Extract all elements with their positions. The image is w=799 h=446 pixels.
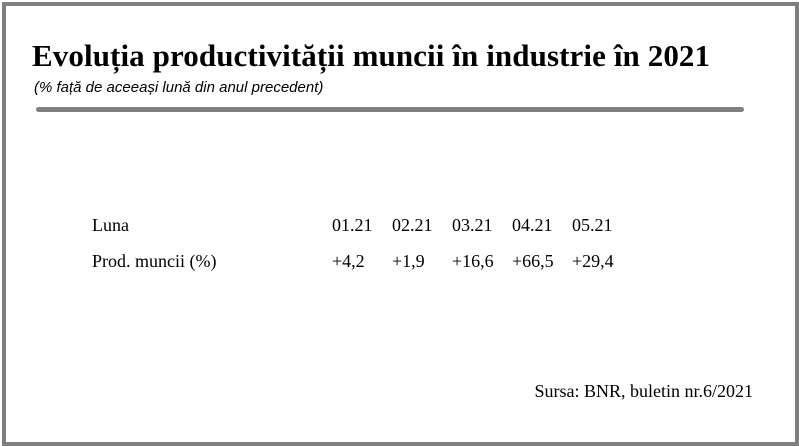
title-divider bbox=[36, 107, 744, 112]
document-title: Evoluția productivității muncii în indus… bbox=[32, 38, 711, 73]
value-cell: +16,6 bbox=[452, 250, 494, 271]
month-cell: 05.21 bbox=[572, 214, 613, 235]
value-cell: +66,5 bbox=[512, 250, 554, 271]
table-header-row: Luna 01.21 02.21 03.21 04.21 05.21 bbox=[88, 207, 632, 243]
document-subtitle: (% față de aceeași lună din anul precede… bbox=[34, 79, 324, 96]
row-label: Prod. muncii (%) bbox=[92, 250, 217, 271]
value-cell: +29,4 bbox=[572, 250, 614, 271]
month-cell: 01.21 bbox=[332, 214, 373, 235]
table-row: Prod. muncii (%) +4,2 +1,9 +16,6 +66,5 +… bbox=[88, 243, 632, 279]
month-cell: 02.21 bbox=[392, 214, 433, 235]
source-note: Sursa: BNR, buletin nr.6/2021 bbox=[534, 381, 753, 401]
month-cell: 03.21 bbox=[452, 214, 493, 235]
value-cell: +1,9 bbox=[392, 250, 425, 271]
value-cell: +4,2 bbox=[332, 250, 365, 271]
productivity-table: Luna 01.21 02.21 03.21 04.21 05.21 Prod.… bbox=[88, 207, 632, 279]
month-cell: 04.21 bbox=[512, 214, 553, 235]
header-label: Luna bbox=[92, 214, 129, 235]
